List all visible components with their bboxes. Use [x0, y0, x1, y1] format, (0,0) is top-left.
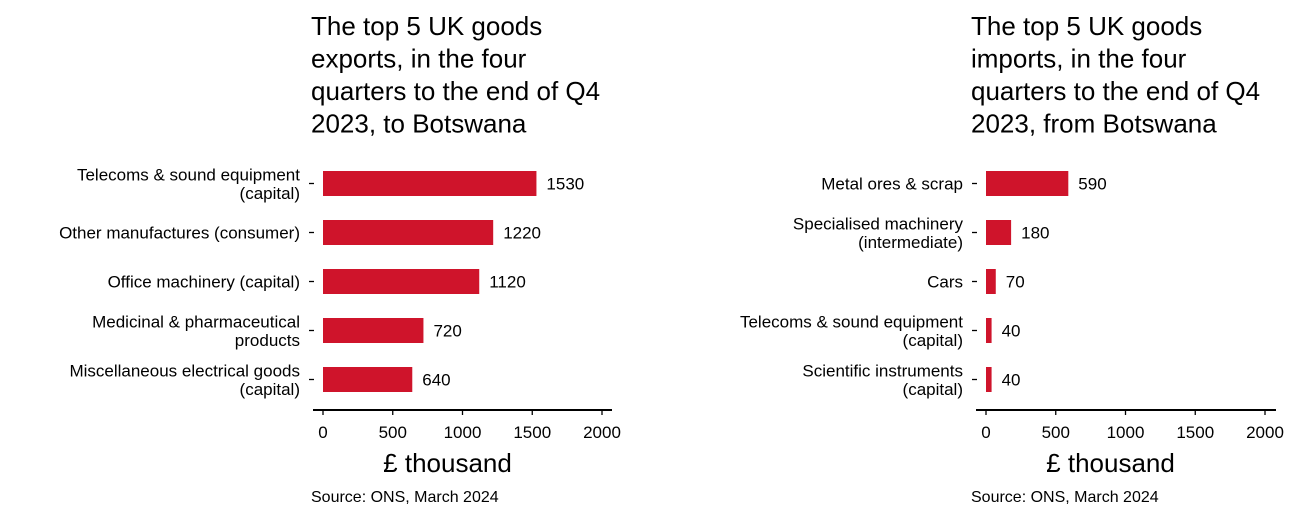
- bar: [323, 318, 424, 343]
- chart-title-line: 2023, to Botswana: [311, 109, 527, 139]
- category-label-line: Cars: [927, 273, 963, 292]
- bar: [986, 171, 1069, 196]
- source-note: Source: ONS, March 2024: [971, 489, 1159, 506]
- category-label-line: (capital): [903, 380, 963, 399]
- category-label: Telecoms & sound equipment(capital): [77, 165, 300, 203]
- bar: [986, 367, 992, 392]
- category-label-line: Scientific instruments: [802, 361, 963, 380]
- chart-title-line: 2023, from Botswana: [971, 109, 1217, 139]
- data-label: 180: [1021, 224, 1049, 243]
- bar: [323, 171, 537, 196]
- data-label: 70: [1006, 273, 1025, 292]
- source-note: Source: ONS, March 2024: [311, 489, 499, 506]
- category-label: Other manufactures (consumer): [59, 224, 300, 243]
- category-label: Metal ores & scrap: [821, 175, 963, 194]
- category-label: Specialised machinery(intermediate): [793, 214, 964, 252]
- category-label: Cars: [927, 273, 963, 292]
- category-label-line: Telecoms & sound equipment: [740, 312, 963, 331]
- chart-title-line: The top 5 UK goods: [971, 11, 1202, 41]
- x-tick-label: 2000: [583, 423, 621, 442]
- category-label-line: Specialised machinery: [793, 214, 964, 233]
- category-label-line: Medicinal & pharmaceutical: [92, 312, 300, 331]
- category-label-line: Telecoms & sound equipment: [77, 165, 300, 184]
- bar: [986, 318, 992, 343]
- x-tick-label: 500: [1042, 423, 1070, 442]
- data-label: 1120: [489, 273, 526, 292]
- x-tick-label: 1000: [444, 423, 482, 442]
- bar: [323, 269, 480, 294]
- category-label-line: (capital): [240, 184, 300, 203]
- category-label-line: Other manufactures (consumer): [59, 224, 300, 243]
- bar: [323, 367, 413, 392]
- category-label: Office machinery (capital): [108, 273, 300, 292]
- x-tick-label: 1500: [1176, 423, 1214, 442]
- chart-title-line: imports, in the four: [971, 44, 1187, 74]
- category-label-line: Miscellaneous electrical goods: [69, 361, 300, 380]
- chart-title-line: exports, in the four: [311, 44, 527, 74]
- data-label: 1530: [546, 175, 584, 194]
- data-label: 40: [1002, 371, 1021, 390]
- category-label-line: Metal ores & scrap: [821, 175, 963, 194]
- x-tick-label: 1000: [1107, 423, 1145, 442]
- category-label-line: (intermediate): [858, 233, 963, 252]
- chart-title-line: quarters to the end of Q4: [311, 76, 600, 106]
- x-tick-label: 2000: [1246, 423, 1284, 442]
- category-label: Scientific instruments(capital): [802, 361, 963, 399]
- chart-title-line: The top 5 UK goods: [311, 11, 542, 41]
- x-tick-label: 500: [379, 423, 407, 442]
- data-label: 590: [1078, 175, 1106, 194]
- x-tick-label: 0: [318, 423, 327, 442]
- x-axis-label: £ thousand: [1046, 448, 1175, 478]
- bar: [323, 220, 494, 245]
- category-label-line: (capital): [240, 380, 300, 399]
- bar: [986, 220, 1012, 245]
- data-label: 40: [1002, 322, 1021, 341]
- chart-title-line: quarters to the end of Q4: [971, 76, 1260, 106]
- data-label: 640: [422, 371, 450, 390]
- category-label-line: (capital): [903, 331, 963, 350]
- data-label: 1220: [503, 224, 541, 243]
- x-axis-label: £ thousand: [383, 448, 512, 478]
- x-tick-label: 1500: [513, 423, 551, 442]
- category-label: Telecoms & sound equipment(capital): [740, 312, 963, 350]
- bar: [986, 269, 996, 294]
- category-label: Miscellaneous electrical goods(capital): [69, 361, 300, 399]
- category-label-line: products: [235, 331, 300, 350]
- category-label-line: Office machinery (capital): [108, 273, 300, 292]
- x-tick-label: 0: [981, 423, 990, 442]
- data-label: 720: [433, 322, 461, 341]
